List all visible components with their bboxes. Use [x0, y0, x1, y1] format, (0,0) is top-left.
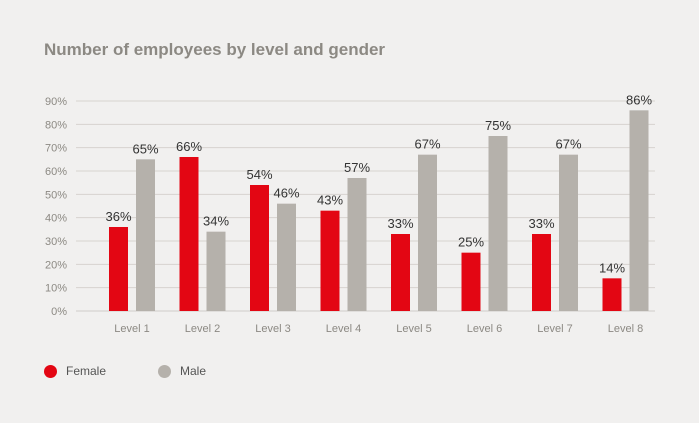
bar-male — [418, 154, 437, 311]
y-tick-label: 40% — [45, 213, 67, 225]
bar-male — [136, 159, 155, 311]
legend-label-male: Male — [180, 364, 207, 378]
bar-male — [488, 136, 508, 311]
data-label-female: 25% — [458, 235, 484, 250]
bar-female — [320, 210, 340, 311]
x-tick-label: Level 2 — [185, 323, 220, 335]
bar-female — [250, 185, 269, 311]
data-label-male: 67% — [555, 137, 581, 152]
x-tick-label: Level 8 — [608, 323, 643, 335]
x-axis: Level 1 Level 2 Level 3 Level 4 Level 5 Level… — [114, 323, 643, 335]
x-tick-label: Level 3 — [255, 323, 290, 335]
bar-female — [109, 227, 128, 311]
legend: Female Male — [44, 364, 258, 378]
data-label-female: 66% — [176, 139, 202, 154]
data-label-female: 36% — [105, 209, 131, 224]
bars — [109, 110, 649, 311]
y-tick-label: 20% — [45, 259, 67, 271]
x-tick-label: Level 4 — [326, 323, 361, 335]
y-tick-label: 30% — [45, 236, 67, 248]
data-label-male: 57% — [344, 160, 370, 175]
bar-female — [391, 234, 410, 311]
legend-swatch-female — [44, 364, 57, 378]
bar-male — [347, 178, 367, 311]
data-label-male: 75% — [485, 118, 511, 133]
chart-title: Number of employees by level and gender — [44, 40, 386, 59]
bar-female — [179, 157, 199, 311]
data-label-male: 46% — [273, 186, 299, 201]
bar-male — [629, 110, 649, 311]
y-axis: 0% 10% 20% 30% 40% 50% 60% 70% 80% 90% — [45, 96, 67, 318]
y-tick-label: 10% — [45, 283, 67, 295]
data-label-male: 67% — [414, 137, 440, 152]
data-label-female: 33% — [528, 216, 554, 231]
x-tick-label: Level 1 — [114, 323, 149, 335]
legend-item-female: Female — [44, 364, 106, 378]
y-tick-label: 50% — [45, 189, 67, 201]
y-tick-label: 0% — [51, 306, 67, 318]
y-tick-label: 60% — [45, 166, 67, 178]
legend-item-male: Male — [158, 364, 206, 378]
bar-female — [532, 234, 551, 311]
y-tick-label: 80% — [45, 119, 67, 131]
legend-label-female: Female — [66, 364, 107, 378]
bar-male — [559, 154, 578, 311]
data-labels: 36% 65% 66% 34% 54%46% 43% 57% 33% 67% 25% 75% 33% 6… — [105, 92, 652, 275]
data-label-male: 34% — [203, 214, 229, 229]
data-label-male: 86% — [626, 92, 652, 107]
data-label-female: 14% — [599, 260, 625, 275]
y-tick-label: 90% — [45, 96, 67, 108]
x-tick-label: Level 7 — [537, 323, 572, 335]
data-label-female: 54% — [246, 167, 272, 182]
data-label-female: 43% — [317, 193, 343, 208]
x-tick-label: Level 6 — [467, 323, 502, 335]
bar-male — [277, 203, 296, 311]
x-tick-label: Level 5 — [396, 323, 431, 335]
y-tick-label: 70% — [45, 143, 67, 155]
bar-female — [461, 252, 481, 311]
data-label-female: 33% — [387, 216, 413, 231]
legend-swatch-male — [158, 364, 172, 378]
bar-male — [206, 231, 226, 311]
bar-female — [602, 278, 622, 311]
data-label-male: 65% — [132, 141, 158, 156]
